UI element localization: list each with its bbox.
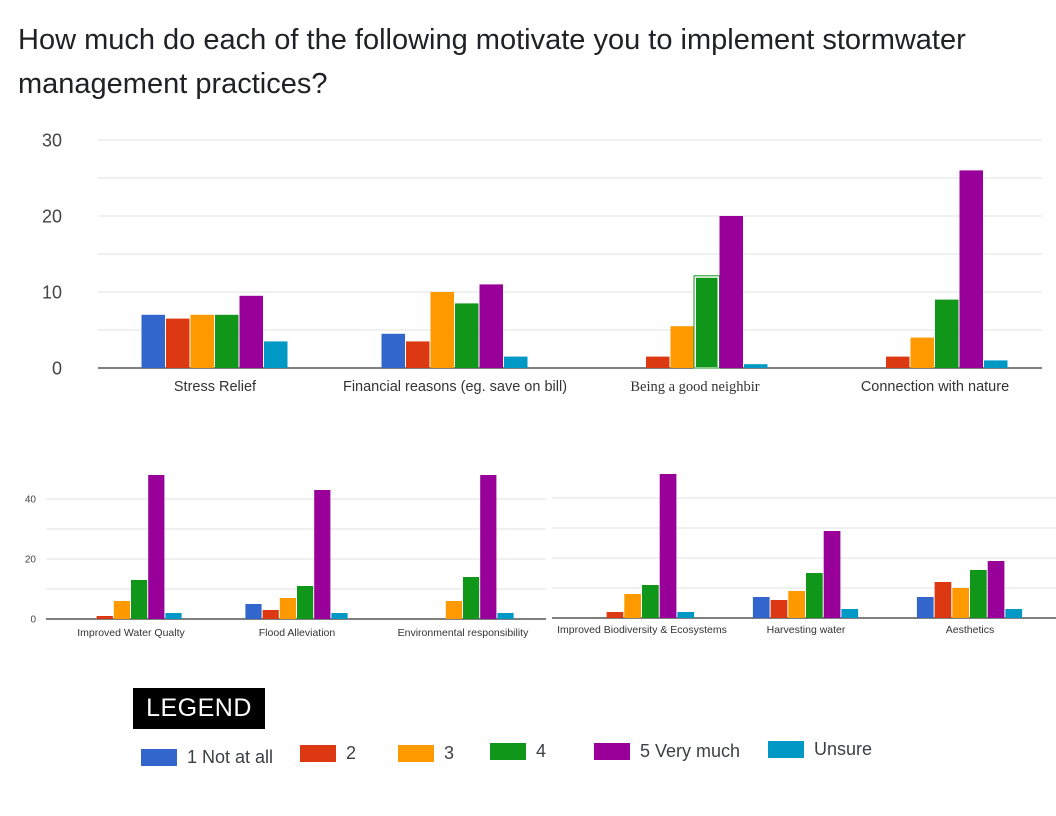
bar-being-a-good-neighbir-3 xyxy=(670,326,694,368)
legend-item-4: 4 xyxy=(490,741,546,762)
bar-connection-with-nature-2 xyxy=(886,356,910,368)
bar-improved-water-qualty-5-very-much xyxy=(148,475,165,619)
y-tick-label: 40 xyxy=(25,495,37,506)
y-tick-label: 20 xyxy=(42,206,62,226)
legend-label: 2 xyxy=(346,743,357,763)
legend-title: LEGEND xyxy=(133,688,265,729)
bar-stress-relief-2 xyxy=(166,318,190,368)
category-label-flood-alleviation: Flood Alleviation xyxy=(259,627,336,639)
bar-environmental-responsibility-3 xyxy=(445,601,462,619)
bar-being-a-good-neighbir-4 xyxy=(694,275,720,369)
bar-harvesting-water-2 xyxy=(770,600,788,618)
legend-swatch xyxy=(490,743,526,760)
bar-financial-reasons-eg-save-on-bill-unsure xyxy=(504,356,528,368)
legend-swatch xyxy=(768,741,804,758)
category-label-improved-water-qualty: Improved Water Qualty xyxy=(77,627,185,639)
bottom-right-bar-chart: Improved Biodiversity & Ecosystems Harves… xyxy=(552,474,1056,636)
y-tick-label: 0 xyxy=(30,615,36,626)
bar-financial-reasons-eg-save-on-bill-1-not-at-all xyxy=(381,333,405,368)
legend-label: Unsure xyxy=(814,739,873,759)
bar-financial-reasons-eg-save-on-bill-3 xyxy=(430,292,454,368)
category-label-aesthetics: Aesthetics xyxy=(946,624,994,636)
category-label-connection-with-nature: Connection with nature xyxy=(861,379,1009,395)
bar-improved-water-qualty-4 xyxy=(131,580,148,619)
bar-financial-reasons-eg-save-on-bill-2 xyxy=(406,341,430,368)
bar-harvesting-water-4 xyxy=(806,573,823,618)
chart-title: How much do each of the following motiva… xyxy=(18,24,966,100)
bar-improved-water-qualty-unsure xyxy=(165,613,182,619)
bar-connection-with-nature-unsure xyxy=(984,360,1008,368)
category-label-financial-reasons-eg-save-on-bill: Financial reasons (eg. save on bill) xyxy=(343,379,567,395)
bar-connection-with-nature-4 xyxy=(935,299,959,368)
bar-stress-relief-1-not-at-all xyxy=(141,314,165,368)
bar-being-a-good-neighbir-5-very-much xyxy=(719,216,743,368)
category-label-stress-relief: Stress Relief xyxy=(174,379,257,395)
bar-harvesting-water-3 xyxy=(788,591,805,618)
bottom-left-bar-chart: 0 20 40 Improved Water Qualty Flood Alleviat… xyxy=(25,475,546,639)
bar-being-a-good-neighbir-2 xyxy=(646,356,670,368)
category-label-being-a-good-neighbir: Being a good neighbir xyxy=(630,379,759,395)
legend-swatch xyxy=(594,743,630,760)
bar-improved-water-qualty-2 xyxy=(96,616,113,619)
legend-label: 3 xyxy=(444,743,455,763)
top-bar-chart: 0 10 20 30 Stress Relief Financial reasons (e… xyxy=(42,130,1042,395)
bar-improved-biodiversity-ecosystems-unsure xyxy=(677,612,695,618)
bar-improved-biodiversity-ecosystems-5-very-much xyxy=(659,474,677,618)
legend-item-1-not-at-all: 1 Not at all xyxy=(141,747,273,768)
legend-item-5-very-much: 5 Very much xyxy=(594,741,740,762)
bar-stress-relief-4 xyxy=(215,314,239,368)
bar-aesthetics-3 xyxy=(952,588,969,618)
bar-aesthetics-4 xyxy=(970,570,987,618)
bar-flood-alleviation-4 xyxy=(297,586,314,619)
legend-label: 5 Very much xyxy=(640,741,741,761)
legend-swatch xyxy=(398,745,434,762)
legend-item-3: 3 xyxy=(398,743,454,764)
bar-connection-with-nature-3 xyxy=(910,337,934,368)
bar-improved-water-qualty-3 xyxy=(113,601,130,619)
bar-harvesting-water-5-very-much xyxy=(823,531,841,618)
legend-label: 1 Not at all xyxy=(187,747,274,767)
category-label-improved-biodiversity-ecosystems: Improved Biodiversity & Ecosystems xyxy=(557,624,727,636)
bar-flood-alleviation-5-very-much xyxy=(314,490,331,619)
bar-environmental-responsibility-unsure xyxy=(497,613,514,619)
bar-stress-relief-3 xyxy=(190,314,214,368)
bar-stress-relief-5-very-much xyxy=(239,295,263,368)
bar-aesthetics-unsure xyxy=(1005,609,1023,618)
bar-aesthetics-2 xyxy=(934,582,952,618)
bar-financial-reasons-eg-save-on-bill-4 xyxy=(455,303,479,368)
bar-aesthetics-1-not-at-all xyxy=(916,597,934,618)
bar-flood-alleviation-1-not-at-all xyxy=(245,604,262,619)
category-label-environmental-responsibility: Environmental responsibility xyxy=(398,627,529,639)
y-tick-label: 10 xyxy=(42,282,62,302)
bar-improved-biodiversity-ecosystems-3 xyxy=(624,594,641,618)
bar-harvesting-water-unsure xyxy=(841,609,859,618)
y-tick-label: 0 xyxy=(52,358,62,378)
bar-harvesting-water-1-not-at-all xyxy=(752,597,770,618)
bar-being-a-good-neighbir-unsure xyxy=(744,364,768,368)
bar-connection-with-nature-5-very-much xyxy=(959,170,983,368)
legend-swatch xyxy=(141,749,177,766)
category-label-harvesting-water: Harvesting water xyxy=(767,624,846,636)
bar-financial-reasons-eg-save-on-bill-5-very-much xyxy=(479,284,503,368)
legend-label: 4 xyxy=(536,741,547,761)
bar-stress-relief-unsure xyxy=(264,341,288,368)
bar-improved-biodiversity-ecosystems-2 xyxy=(606,612,624,618)
bar-aesthetics-5-very-much xyxy=(987,561,1005,618)
legend-swatch xyxy=(300,745,336,762)
bar-flood-alleviation-3 xyxy=(279,598,296,619)
bar-flood-alleviation-2 xyxy=(262,610,279,619)
legend-item-unsure: Unsure xyxy=(768,739,872,760)
legend-item-2: 2 xyxy=(300,743,356,764)
y-tick-label: 30 xyxy=(42,130,62,150)
y-tick-label: 20 xyxy=(25,555,37,566)
bar-improved-biodiversity-ecosystems-4 xyxy=(642,585,659,618)
bar-flood-alleviation-unsure xyxy=(331,613,348,619)
bar-environmental-responsibility-5-very-much xyxy=(480,475,497,619)
bar-environmental-responsibility-4 xyxy=(463,577,480,619)
